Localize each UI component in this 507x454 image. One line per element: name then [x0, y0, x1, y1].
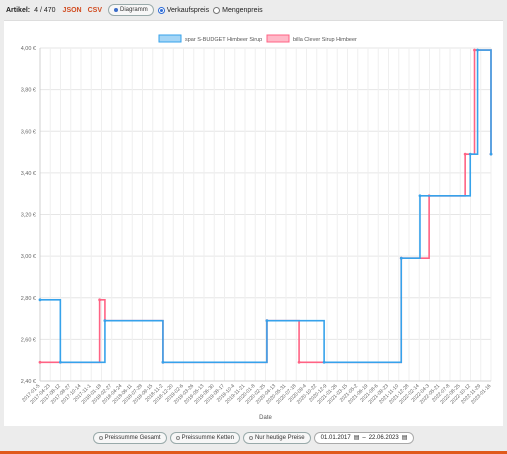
date-separator: – — [362, 435, 366, 441]
data-point — [38, 298, 42, 302]
price-chart: 4,00 € 3,80 € 3,60 € 3,40 € 3,20 € 3,00 € 2,80… — [21, 34, 493, 421]
data-point — [98, 298, 102, 302]
legend-label-billa: billa Clever Sirup Himbeer — [293, 37, 357, 43]
legend-label-spar: spar S-BUDGET Himbeer Sirup — [185, 37, 262, 43]
data-point — [399, 256, 403, 260]
toolbar: Artikel: 4 / 470 JSON CSV Diagramm Verka… — [0, 0, 507, 20]
data-point — [489, 152, 493, 156]
data-point — [476, 48, 479, 52]
y-tick-label: 2,80 € — [21, 296, 36, 302]
radio-verkaufspreis[interactable]: Verkaufspreis — [157, 6, 210, 14]
diagramm-label: Diagramm — [120, 7, 148, 13]
footer-controls: Preissumme Gesamt Preissumme Ketten Nur … — [0, 430, 507, 446]
preissumme-gesamt-label: Preissumme Gesamt — [104, 435, 161, 441]
date-to[interactable]: 22.06.2023 — [368, 435, 399, 441]
data-point — [473, 48, 476, 52]
legend-swatch-spar — [158, 34, 182, 43]
data-point — [463, 152, 467, 156]
calendar-icon[interactable]: ▤ — [401, 435, 408, 441]
calendar-icon[interactable]: ▤ — [353, 435, 360, 441]
radio-verkaufspreis-label: Verkaufspreis — [166, 6, 210, 14]
radio-mengenpreis[interactable]: Mengenpreis — [213, 6, 263, 14]
y-tick-label: 3,80 € — [21, 88, 36, 94]
chart-panel: 4,00 € 3,80 € 3,60 € 3,40 € 3,20 € 3,00 € 2,80… — [4, 20, 503, 426]
x-axis-title: Date — [259, 415, 272, 421]
radio-unselected-icon — [213, 6, 221, 14]
toggle-off-icon — [175, 436, 180, 440]
data-point — [103, 319, 107, 323]
y-tick-label: 2,60 € — [21, 337, 36, 343]
date-range-picker[interactable]: 01.01.2017 ▤ – 22.06.2023 ▤ — [313, 432, 415, 444]
preissumme-gesamt-button[interactable]: Preissumme Gesamt — [92, 432, 167, 444]
artikel-count: 4 / 470 — [34, 6, 56, 14]
toggle-off-icon — [248, 436, 253, 440]
toggle-dot-icon — [114, 8, 119, 12]
diagramm-button[interactable]: Diagramm — [108, 4, 154, 16]
json-link[interactable]: JSON — [62, 6, 82, 14]
y-tick-label: 3,20 € — [21, 213, 36, 219]
artikel-label: Artikel: — [6, 6, 31, 14]
data-point — [161, 360, 165, 364]
data-point — [58, 360, 62, 364]
radio-selected-icon — [157, 6, 165, 14]
nur-heutige-preise-label: Nur heutige Preise — [254, 435, 305, 441]
y-tick-label: 3,60 € — [21, 129, 36, 135]
data-point — [468, 152, 472, 156]
y-tick-label: 2,40 € — [21, 379, 36, 385]
data-point — [38, 360, 42, 364]
accent-bar — [0, 451, 507, 454]
toggle-off-icon — [98, 436, 103, 440]
y-tick-label: 3,00 € — [21, 254, 36, 260]
date-from[interactable]: 01.01.2017 — [320, 435, 351, 441]
preissumme-ketten-button[interactable]: Preissumme Ketten — [169, 432, 240, 444]
y-tick-label: 3,40 € — [21, 171, 36, 177]
data-point — [418, 194, 422, 198]
legend-swatch-billa — [266, 34, 290, 43]
preissumme-ketten-label: Preissumme Ketten — [181, 435, 234, 441]
data-point — [322, 360, 326, 364]
csv-link[interactable]: CSV — [87, 6, 103, 14]
data-point — [265, 319, 269, 323]
y-tick-label: 4,00 € — [21, 46, 36, 52]
nur-heutige-preise-button[interactable]: Nur heutige Preise — [242, 432, 311, 444]
data-point — [297, 360, 301, 364]
radio-mengenpreis-label: Mengenpreis — [222, 6, 263, 14]
